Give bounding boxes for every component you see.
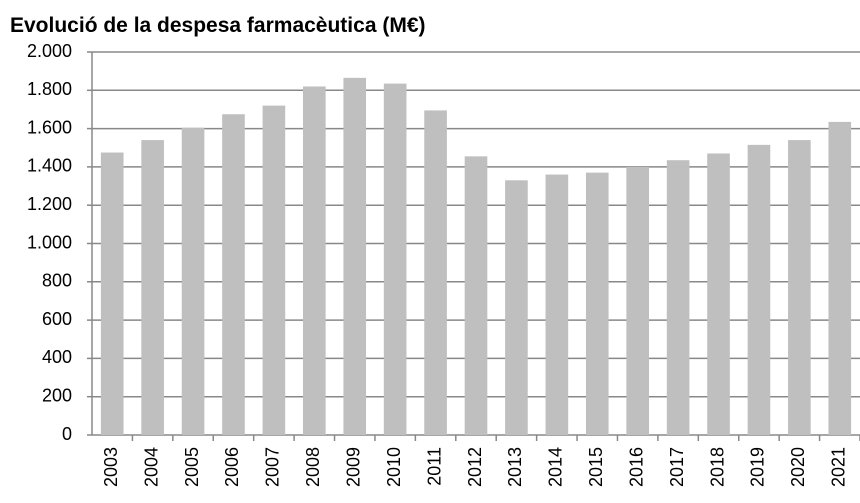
bar bbox=[545, 174, 569, 435]
x-tick-label: 2019 bbox=[748, 447, 768, 487]
x-tick-label: 2016 bbox=[626, 447, 646, 487]
bar bbox=[222, 114, 245, 436]
y-tick-label: 600 bbox=[42, 309, 72, 329]
y-tick-label: 1.200 bbox=[27, 194, 72, 214]
x-tick-label: 2015 bbox=[586, 447, 606, 487]
bar bbox=[141, 140, 164, 435]
y-tick-label: 800 bbox=[42, 271, 72, 291]
bar bbox=[262, 105, 286, 436]
x-tick-label: 2013 bbox=[505, 447, 525, 487]
x-tick-label: 2014 bbox=[546, 447, 566, 487]
x-tick-label: 2005 bbox=[182, 447, 202, 487]
y-tick-label: 1.600 bbox=[27, 117, 72, 137]
bar bbox=[181, 127, 205, 435]
bar bbox=[424, 110, 447, 435]
x-tick-label: 2017 bbox=[667, 447, 687, 487]
y-tick-label: 400 bbox=[42, 347, 72, 367]
y-tick-label: 1.800 bbox=[27, 79, 72, 99]
x-tick-label: 2009 bbox=[343, 447, 363, 487]
bar bbox=[100, 152, 124, 435]
y-tick-label: 1.400 bbox=[27, 156, 72, 176]
x-tick-label: 2003 bbox=[101, 447, 121, 487]
x-tick-label: 2006 bbox=[222, 447, 242, 487]
x-tick-label: 2020 bbox=[788, 447, 808, 487]
bar bbox=[343, 77, 367, 435]
x-tick-label: 2010 bbox=[384, 447, 404, 487]
bar bbox=[707, 153, 730, 435]
y-tick-label: 2.000 bbox=[27, 41, 72, 61]
y-tick-label: 1.000 bbox=[27, 232, 72, 252]
bar bbox=[505, 180, 528, 435]
bar bbox=[585, 172, 609, 435]
x-tick-label: 2004 bbox=[141, 447, 161, 487]
x-tick-label: 2007 bbox=[263, 447, 283, 487]
y-tick-label: 200 bbox=[42, 385, 72, 405]
bar bbox=[666, 160, 690, 435]
chart-title: Evolució de la despesa farmacèutica (M€) bbox=[10, 14, 426, 37]
x-tick-label: 2011 bbox=[424, 447, 444, 486]
bar bbox=[383, 83, 407, 435]
bar bbox=[626, 166, 650, 435]
x-tick-label: 2008 bbox=[303, 447, 323, 487]
bar bbox=[828, 121, 852, 436]
bar bbox=[747, 144, 771, 435]
x-tick-label: 2012 bbox=[465, 447, 485, 487]
bar bbox=[788, 140, 811, 435]
bar bbox=[302, 86, 326, 435]
bar bbox=[464, 156, 488, 435]
x-tick-label: 2018 bbox=[707, 447, 727, 487]
x-tick-label: 2021 bbox=[829, 447, 849, 487]
y-tick-label: 0 bbox=[62, 424, 72, 444]
